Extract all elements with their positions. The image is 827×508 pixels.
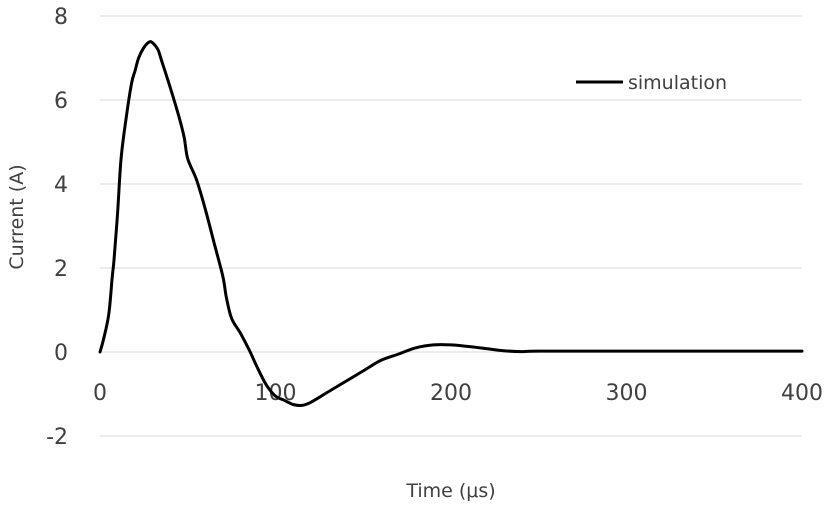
gridlines <box>100 15 802 437</box>
x-tick-label: 200 <box>430 381 472 406</box>
series-layer <box>98 40 804 407</box>
y-tick-label: 0 <box>54 341 68 366</box>
series-line-0 <box>98 40 804 407</box>
y-tick-label: 6 <box>54 89 68 114</box>
legend-label: simulation <box>628 72 727 94</box>
y-axis-title: Current (A) <box>6 164 28 269</box>
x-axis-title: Time (μs) <box>405 480 495 502</box>
x-tick-label: 300 <box>606 381 648 406</box>
x-tick-label: 400 <box>781 381 823 406</box>
legend: simulation <box>576 72 727 94</box>
y-tick-label: 2 <box>54 257 68 282</box>
x-tick-label: 0 <box>93 381 107 406</box>
x-tick-labels: 0 100 200 300 400 <box>93 381 823 406</box>
y-tick-labels: -2 0 2 4 6 8 <box>46 5 68 450</box>
y-tick-label: -2 <box>46 425 68 450</box>
y-tick-label: 8 <box>54 5 68 30</box>
y-tick-label: 4 <box>54 173 68 198</box>
